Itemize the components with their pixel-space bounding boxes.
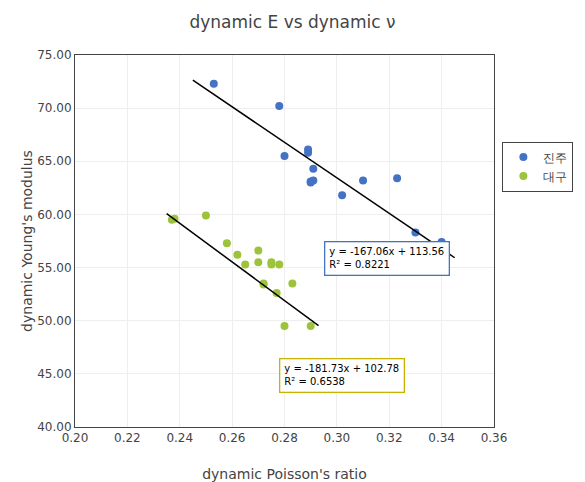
svg-text:0.30: 0.30 — [324, 431, 351, 445]
svg-text:y = -167.06x + 113.56R² = 0.82: y = -167.06x + 113.56R² = 0.8221 — [329, 246, 444, 270]
svg-text:45.00: 45.00 — [37, 367, 71, 381]
svg-text:dynamic E vs dynamic ν: dynamic E vs dynamic ν — [189, 12, 395, 32]
svg-text:0.36: 0.36 — [481, 431, 508, 445]
svg-text:0.20: 0.20 — [62, 431, 89, 445]
svg-text:0.28: 0.28 — [271, 431, 298, 445]
svg-text:0.32: 0.32 — [376, 431, 403, 445]
svg-text:0.26: 0.26 — [219, 431, 246, 445]
svg-text:0.22: 0.22 — [114, 431, 141, 445]
svg-text:60.00: 60.00 — [37, 208, 71, 222]
svg-text:65.00: 65.00 — [37, 154, 71, 168]
svg-text:50.00: 50.00 — [37, 314, 71, 328]
svg-text:40.00: 40.00 — [37, 420, 71, 434]
svg-text:y = -181.73x + 102.78R² = 0.65: y = -181.73x + 102.78R² = 0.6538 — [284, 363, 399, 387]
svg-text:70.00: 70.00 — [37, 101, 71, 115]
svg-text:0.34: 0.34 — [428, 431, 455, 445]
svg-text:dynamic Poisson's ratio: dynamic Poisson's ratio — [202, 466, 367, 482]
svg-text:55.00: 55.00 — [37, 261, 71, 275]
svg-text:0.24: 0.24 — [166, 431, 193, 445]
svg-text:진주: 진주 — [543, 151, 567, 165]
svg-text:75.00: 75.00 — [37, 48, 71, 62]
svg-text:대구: 대구 — [543, 170, 567, 184]
svg-text:dynamic Young's modulus: dynamic Young's modulus — [19, 150, 35, 332]
